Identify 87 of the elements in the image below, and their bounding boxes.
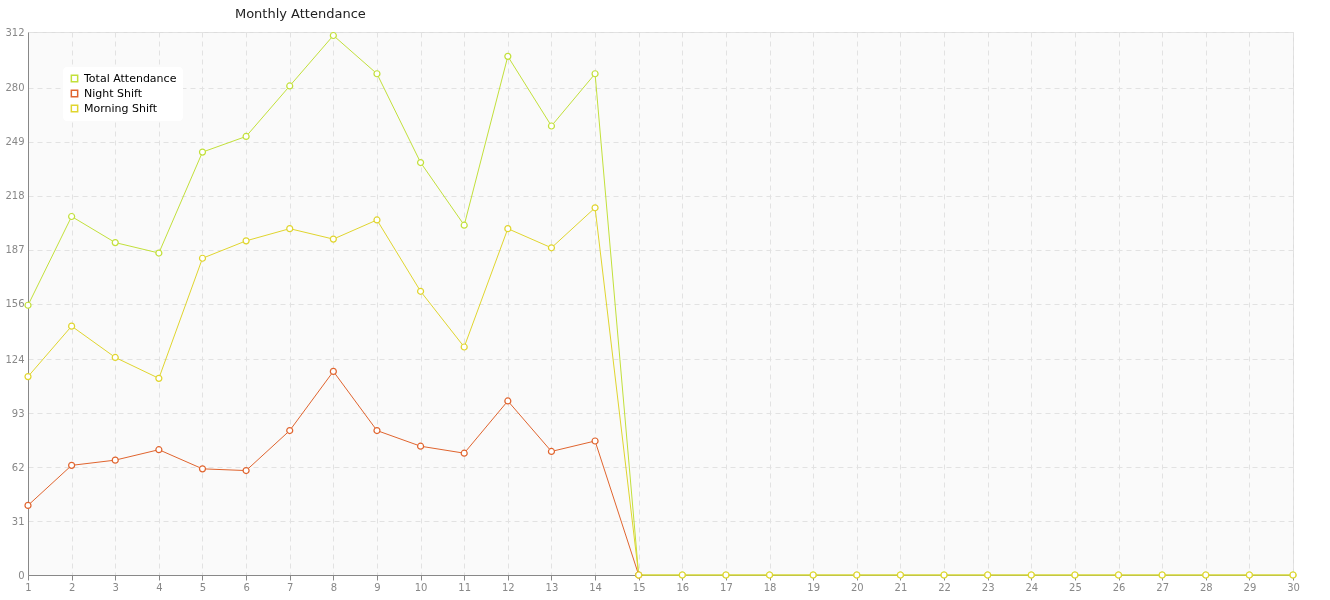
x-tick-label: 16 [676,581,690,593]
y-tick-label: 187 [5,244,25,256]
x-tick-label: 28 [1199,581,1213,593]
x-tick-label: 9 [374,581,381,593]
point [547,447,556,456]
x-tick-label: 14 [589,581,602,593]
y-tick-label: 62 [11,461,25,473]
point [373,216,381,224]
point [198,465,207,473]
x-tick-label: 30 [1287,581,1300,593]
chart-title: Monthly Attendance [234,6,366,21]
x-tick-label: 29 [1243,581,1257,593]
point [547,244,556,252]
point [24,373,32,381]
point [198,148,207,156]
point [68,212,76,221]
y-tick-label: 124 [5,353,25,365]
x-tick-label: 27 [1156,581,1170,593]
x-tick-label: 17 [720,581,733,593]
x-tick-label: 13 [545,581,559,593]
point [155,446,163,454]
y-tick-label: 156 [5,298,25,309]
point [286,426,294,435]
x-tick-label: 8 [330,581,338,593]
x-tick-label: 3 [112,581,119,593]
point [460,449,468,457]
x-tick-label: 25 [1069,581,1082,593]
point [68,461,76,469]
point [242,466,250,475]
point [155,249,163,257]
x-tick-label: 19 [807,581,821,593]
y-tick-label: 312 [5,26,25,38]
y-tick-label: 218 [5,190,25,202]
point [111,238,119,247]
legend-label: Morning Shift [84,101,158,115]
y-tick-label: 0 [18,569,25,581]
point [111,456,119,464]
point [547,122,556,130]
point [329,235,337,243]
x-tick-label: 1 [25,581,32,593]
x-tick-label: 22 [938,581,951,593]
point [373,70,381,78]
x-tick-label: 11 [458,581,472,593]
x-tick-label: 20 [850,581,864,593]
point [591,437,599,445]
point [242,132,250,141]
point [460,221,468,229]
x-tick-label: 18 [763,581,777,593]
point [504,225,512,233]
x-tick-label: 5 [199,581,207,593]
y-tick-label: 280 [5,82,25,94]
legend-label: Total Attendance [83,71,177,85]
y-tick-label: 249 [5,136,25,148]
point [155,374,163,382]
point [416,442,425,450]
point [24,501,32,509]
point [24,301,32,309]
x-tick-label: 12 [501,581,515,593]
point [504,52,512,60]
x-tick-label: 21 [894,581,908,593]
y-tick-label: 31 [11,515,25,527]
point [286,82,294,90]
x-tick-label: 4 [156,581,163,593]
point [198,254,207,262]
point [68,322,76,330]
point [242,237,250,245]
y-tick-label: 93 [11,407,25,419]
point [416,287,425,295]
x-tick-label: 7 [287,581,294,593]
point [591,70,599,78]
point [460,343,468,351]
point [329,31,337,40]
point [286,225,294,233]
x-tick-label: 6 [243,581,250,593]
legend-label: Night Shift [84,86,143,100]
point [373,426,381,435]
x-tick-label: 24 [1025,581,1039,593]
x-tick-label: 10 [414,581,428,593]
x-tick-label: 15 [632,581,646,593]
x-tick-label: 26 [1112,581,1126,593]
point [329,367,337,375]
point [416,158,425,167]
point [591,204,599,212]
point [111,353,119,362]
x-tick-label: 2 [68,581,76,593]
x-tick-label: 23 [981,581,995,593]
point [504,397,512,405]
